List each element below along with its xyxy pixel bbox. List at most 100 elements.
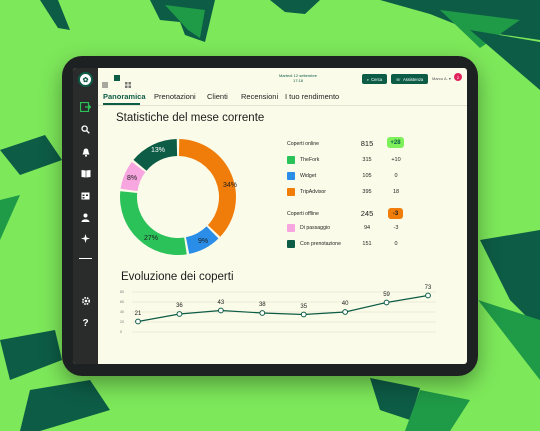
- active-tab-indicator: [103, 103, 140, 105]
- tripadvisor-delta: 18: [392, 189, 400, 195]
- widget-label: Widget: [300, 173, 317, 179]
- passaggio-swatch: [287, 224, 295, 232]
- view-toggle-icon[interactable]: [114, 75, 120, 81]
- date-text: Martedì 12 settembre: [278, 73, 318, 78]
- time-text: 17:18: [292, 78, 303, 83]
- notification-count: 2: [456, 74, 460, 80]
- online-value: 815: [360, 139, 374, 148]
- data-point: [176, 311, 183, 317]
- y-tick-label: 60: [120, 300, 124, 304]
- tab-clienti[interactable]: Clienti: [207, 92, 228, 101]
- slice-label-tripadvisor: 34%: [223, 182, 238, 189]
- current-date: Martedì 12 settembre 17:18: [258, 73, 338, 83]
- slice-label-passaggio: 8%: [127, 175, 138, 182]
- offline-label: Coperti offline: [287, 211, 319, 217]
- data-point: [342, 309, 349, 315]
- grid-icon[interactable]: [125, 75, 131, 88]
- widget-delta: 0: [394, 173, 398, 179]
- data-label: 38: [258, 302, 266, 308]
- menu-icon[interactable]: [102, 75, 108, 88]
- online-delta-pill: +28: [387, 137, 404, 148]
- sparkle-icon[interactable]: [79, 232, 92, 245]
- app-screen: ✿ ?: [73, 68, 467, 364]
- data-point: [217, 307, 224, 314]
- tripadvisor-swatch: [287, 188, 295, 196]
- prenotazione-swatch: [287, 240, 295, 248]
- prenotazione-value: 151: [362, 241, 372, 247]
- data-point: [300, 311, 307, 318]
- data-label: 59: [383, 291, 390, 298]
- tablet-frame: ✿ ?: [62, 56, 478, 376]
- slice-passaggio: [120, 161, 146, 192]
- search-button-icon: ⌕: [366, 76, 370, 82]
- search-icon[interactable]: [79, 123, 92, 136]
- tripadvisor-label: TripAdvisor: [300, 189, 327, 195]
- data-label: 21: [134, 310, 142, 317]
- search-button[interactable]: ⌕ Cerca: [362, 74, 387, 84]
- bell-icon[interactable]: [79, 146, 92, 159]
- thefork-label: TheFork: [300, 157, 320, 163]
- offline-delta-pill: -3: [388, 208, 403, 219]
- data-label: 40: [341, 301, 349, 307]
- slice-label-prenotazione: 13%: [151, 147, 166, 154]
- tab-rendimento[interactable]: I tuo rendimento: [285, 92, 340, 101]
- online-delta: +28: [390, 139, 401, 146]
- tab-recensioni[interactable]: Recensioni: [241, 92, 279, 101]
- donut-chart: [120, 139, 236, 255]
- stats-title: Statistiche del mese corrente: [116, 112, 265, 124]
- user-name: Marco A.: [432, 76, 448, 81]
- notification-badge[interactable]: 2: [454, 73, 462, 81]
- slice-thefork: [120, 191, 187, 255]
- online-label: Coperti online: [287, 141, 320, 147]
- y-tick-label: 0: [120, 330, 122, 334]
- widget-swatch: [287, 172, 295, 180]
- exit-icon[interactable]: [79, 100, 92, 113]
- prenotazione-label: Con prenotazione: [300, 241, 341, 247]
- passaggio-delta: -3: [393, 225, 399, 231]
- user-menu[interactable]: Marco A. ▾: [432, 76, 451, 81]
- passaggio-value: 94: [363, 225, 371, 231]
- tab-divider: [98, 105, 467, 106]
- slice-prenotazione: [133, 139, 178, 171]
- support-button[interactable]: ☏ Assistenza: [391, 74, 428, 84]
- y-tick-label: 80: [120, 290, 124, 294]
- data-label: 43: [217, 299, 225, 306]
- book-icon[interactable]: [79, 167, 92, 180]
- slice-tripadvisor: [178, 139, 236, 237]
- data-point: [135, 318, 141, 325]
- tab-panoramica[interactable]: Panoramica: [103, 92, 146, 101]
- widget-value: 105: [362, 173, 372, 179]
- thefork-value: 315: [362, 157, 372, 163]
- help-icon[interactable]: ?: [82, 318, 89, 329]
- data-label: 73: [424, 284, 432, 291]
- support-button-label: Assistenza: [403, 76, 424, 82]
- data-point: [259, 310, 266, 316]
- data-label: 36: [176, 303, 183, 309]
- logo: ✿: [78, 72, 93, 87]
- person-icon[interactable]: [79, 211, 92, 224]
- tripadvisor-value: 395: [362, 189, 372, 195]
- data-label: 35: [300, 303, 308, 310]
- prenotazione-delta: 0: [394, 241, 398, 247]
- offline-delta: -3: [392, 210, 399, 217]
- slice-label-thefork: 27%: [144, 235, 159, 242]
- search-button-label: Cerca: [371, 76, 383, 82]
- chart-title: Evoluzione dei coperti: [121, 271, 234, 283]
- sidebar-divider: [79, 258, 92, 259]
- top-bar: Martedì 12 settembre 17:18 ⌕ Cerca ☏ Ass…: [98, 68, 467, 90]
- support-icon: ☏: [395, 76, 401, 82]
- offline-value: 245: [360, 209, 374, 218]
- settings-icon[interactable]: [79, 294, 92, 307]
- passaggio-label: Di passaggio: [300, 225, 330, 231]
- y-tick-label: 20: [120, 320, 124, 324]
- data-point: [383, 299, 390, 306]
- data-point: [425, 292, 431, 299]
- sidebar: ✿ ?: [73, 68, 98, 364]
- thefork-delta: +10: [391, 157, 401, 163]
- tab-prenotazioni[interactable]: Prenotazioni: [154, 92, 196, 101]
- thefork-swatch: [287, 156, 295, 164]
- slice-widget: [185, 226, 219, 254]
- calendar-icon[interactable]: [79, 189, 92, 202]
- y-tick-label: 40: [120, 310, 124, 314]
